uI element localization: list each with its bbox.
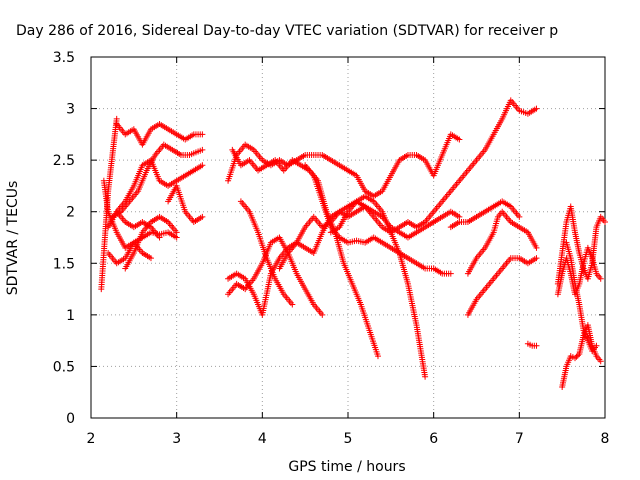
y-tick-label: 0	[66, 411, 75, 427]
data-point	[156, 234, 163, 241]
x-tick-label: 3	[172, 431, 181, 447]
data-point	[147, 255, 154, 262]
data-point	[447, 270, 454, 277]
y-tick-label: 0.5	[53, 359, 75, 375]
y-tick-label: 1	[66, 308, 75, 324]
data-point	[199, 131, 206, 138]
y-axis-label: SDTVAR / TECUs	[5, 181, 21, 296]
data-point	[289, 301, 296, 308]
data-point	[422, 373, 429, 380]
x-tick-label: 5	[344, 431, 353, 447]
data-point	[533, 244, 540, 251]
data-point	[572, 355, 579, 362]
data-point	[456, 213, 463, 220]
data-point	[456, 136, 463, 143]
data-point	[533, 255, 540, 262]
x-tick-label: 8	[601, 431, 610, 447]
y-tick-label: 3.5	[53, 50, 75, 66]
data-point	[173, 234, 180, 241]
x-tick-label: 7	[515, 431, 524, 447]
data-point	[533, 342, 540, 349]
data-point	[173, 229, 180, 236]
data-point	[597, 275, 604, 282]
data-point	[319, 311, 326, 318]
y-tick-label: 2	[66, 205, 75, 221]
x-tick-label: 4	[258, 431, 267, 447]
data-point	[199, 213, 206, 220]
data-point	[374, 353, 381, 360]
data-point	[602, 219, 608, 226]
axis-ticks: 2 3 4 5 6 7 8 0 0.5 1 1.5 2 2.5 3 3.5	[53, 50, 610, 447]
chart-title: Day 286 of 2016, Sidereal Day-to-day VTE…	[16, 23, 558, 39]
data-point	[199, 146, 206, 153]
data-point	[593, 342, 600, 349]
x-axis-label: GPS time / hours	[288, 459, 405, 475]
data-point	[533, 105, 540, 112]
data-point	[597, 358, 604, 365]
data-point	[199, 162, 206, 169]
data-point	[516, 213, 523, 220]
data-point	[574, 352, 581, 359]
y-tick-label: 1.5	[53, 256, 75, 272]
data-point	[113, 115, 120, 122]
y-tick-label: 3	[66, 102, 75, 118]
data-point	[573, 353, 580, 360]
x-tick-label: 2	[87, 431, 96, 447]
data-points	[98, 97, 608, 391]
x-tick-label: 6	[429, 431, 438, 447]
y-tick-label: 2.5	[53, 153, 75, 169]
